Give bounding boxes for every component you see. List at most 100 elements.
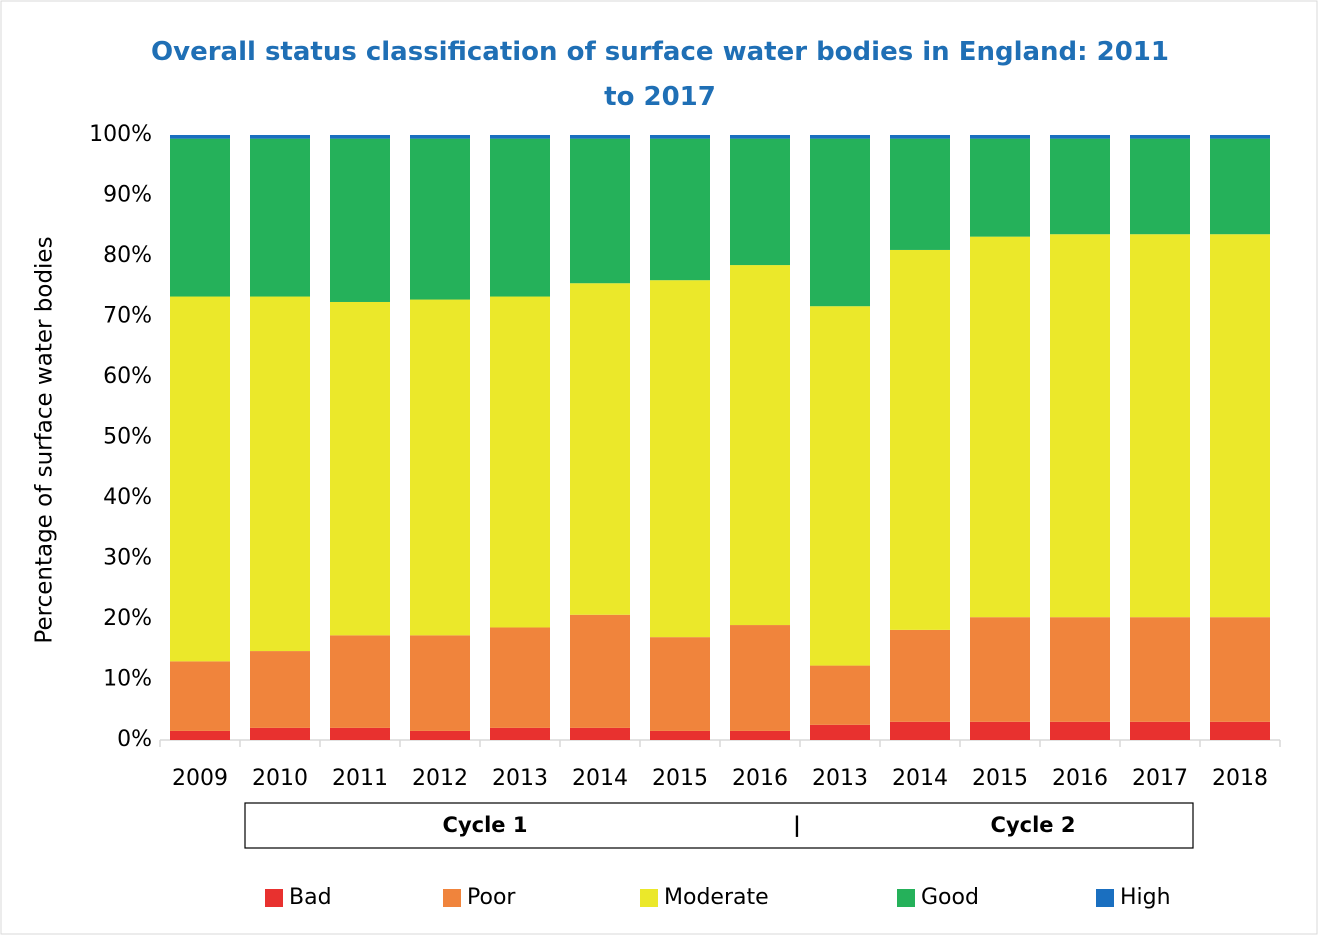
bar-segment: [730, 135, 790, 139]
legend-label: Bad: [289, 885, 332, 910]
bar-segment: [890, 721, 950, 740]
y-tick-label: 20%: [103, 606, 152, 631]
cycle-label: |: [793, 813, 801, 838]
bar-segment: [1050, 138, 1110, 235]
y-tick-label: 100%: [89, 122, 152, 147]
legend-label: High: [1120, 885, 1171, 910]
bar-segment: [890, 629, 950, 722]
y-tick-label: 10%: [103, 667, 152, 692]
bar-segment: [730, 730, 790, 740]
x-tick-label: 2014: [892, 766, 948, 791]
legend-swatch: [897, 889, 915, 907]
bar-segment: [1130, 234, 1190, 618]
bar-segment: [1210, 138, 1270, 235]
bar-segment: [730, 265, 790, 626]
x-tick-label: 2014: [572, 766, 628, 791]
bar-segment: [410, 135, 470, 139]
bar-segment: [570, 283, 630, 615]
bar-segment: [250, 135, 310, 139]
x-tick-label: 2011: [332, 766, 388, 791]
bar-segment: [1050, 135, 1110, 139]
legend-swatch: [265, 889, 283, 907]
bar-segment: [730, 625, 790, 731]
x-tick-label: 2015: [972, 766, 1028, 791]
bar-segment: [250, 296, 310, 652]
bar-segment: [1130, 138, 1190, 235]
bar-segment: [170, 661, 230, 731]
bar-segment: [330, 138, 390, 302]
bar-segment: [1210, 721, 1270, 740]
bar-segment: [410, 299, 470, 636]
bar-segment: [490, 138, 550, 297]
bar-segment: [1130, 721, 1190, 740]
bar-segment: [410, 138, 470, 300]
bar-segment: [1050, 617, 1110, 722]
bar-segment: [570, 138, 630, 284]
legend-label: Moderate: [664, 885, 769, 910]
x-tick-label: 2016: [732, 766, 788, 791]
bar-segment: [890, 135, 950, 139]
bar-segment: [1130, 617, 1190, 722]
legend-label: Poor: [467, 885, 516, 910]
legend-swatch: [443, 889, 461, 907]
x-tick-label: 2013: [492, 766, 548, 791]
bar-segment: [490, 135, 550, 139]
legend-label: Good: [921, 885, 979, 910]
bar-segment: [490, 727, 550, 740]
bar-segment: [1210, 617, 1270, 722]
y-axis-title: Percentage of surface water bodies: [32, 236, 58, 643]
bar-segment: [1210, 234, 1270, 618]
bar-segment: [1130, 135, 1190, 139]
y-tick-label: 0%: [117, 727, 152, 752]
y-tick-label: 70%: [103, 304, 152, 329]
y-tick-label: 30%: [103, 546, 152, 571]
chart-title: Overall status classification of surface…: [151, 37, 1169, 112]
bar-segment: [810, 306, 870, 666]
bar-segment: [650, 135, 710, 139]
y-tick-label: 80%: [103, 243, 152, 268]
bar-segment: [410, 635, 470, 731]
bar-segment: [330, 301, 390, 636]
bar-segment: [410, 730, 470, 740]
bar-segment: [250, 651, 310, 728]
bar-segment: [730, 138, 790, 266]
bar-segment: [1050, 234, 1110, 618]
bar-segment: [570, 135, 630, 139]
bar-segment: [810, 724, 870, 740]
cycle-box: [244, 802, 1194, 849]
bar-segment: [970, 138, 1030, 237]
y-tick-label: 90%: [103, 183, 152, 208]
bar-segment: [490, 627, 550, 728]
cycle-label: Cycle 1: [443, 813, 528, 837]
x-tick-label: 2015: [652, 766, 708, 791]
bar-segment: [330, 727, 390, 740]
bar-segment: [490, 296, 550, 628]
bar-segment: [970, 721, 1030, 740]
bar-segment: [1210, 135, 1270, 139]
bar-segment: [570, 727, 630, 740]
bar-segment: [330, 135, 390, 139]
bar-segment: [890, 249, 950, 630]
bar-segment: [650, 637, 710, 731]
bar-segment: [890, 138, 950, 250]
x-tick-label: 2010: [252, 766, 308, 791]
bar-segment: [170, 296, 230, 662]
legend-swatch: [640, 889, 658, 907]
bar-segment: [650, 730, 710, 740]
y-tick-label: 40%: [103, 485, 152, 510]
bar-segment: [650, 138, 710, 281]
bar-segment: [170, 138, 230, 297]
bar-segment: [970, 135, 1030, 139]
bar-segment: [810, 138, 870, 307]
cycle-label: Cycle 2: [991, 813, 1076, 837]
y-tick-label: 60%: [103, 364, 152, 389]
y-tick-label: 50%: [103, 425, 152, 450]
x-tick-label: 2018: [1212, 766, 1268, 791]
x-tick-label: 2009: [172, 766, 228, 791]
bar-segment: [810, 135, 870, 139]
x-tick-label: 2013: [812, 766, 868, 791]
bar-segment: [1050, 721, 1110, 740]
bar-segment: [170, 730, 230, 740]
bar-segment: [330, 635, 390, 728]
